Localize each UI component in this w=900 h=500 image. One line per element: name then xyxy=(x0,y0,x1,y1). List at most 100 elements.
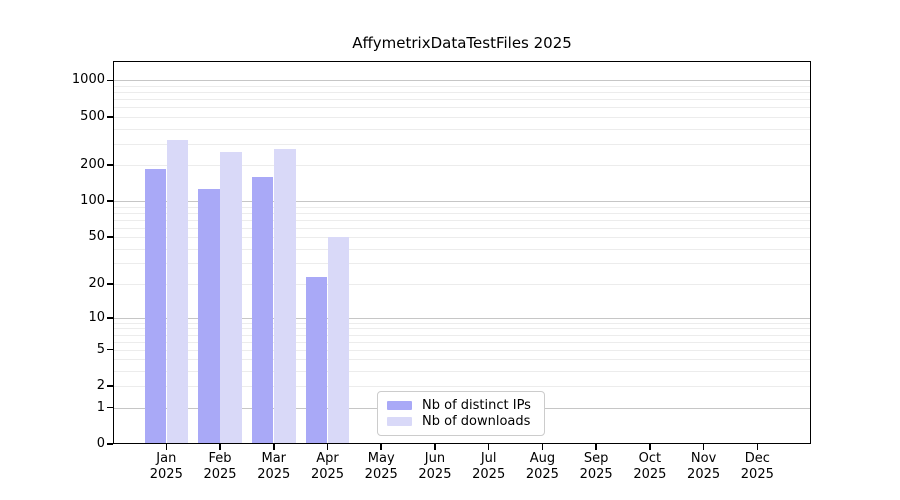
x-tick-label-apr: Apr 2025 xyxy=(295,451,359,483)
legend-label-1: Nb of downloads xyxy=(422,414,531,430)
y-tick-label-100: 100 xyxy=(80,193,105,209)
x-tick-sep xyxy=(595,444,597,450)
x-tick-label-oct: Oct 2025 xyxy=(618,451,682,483)
year-label: 2025 xyxy=(310,467,345,482)
year-label: 2025 xyxy=(579,467,613,482)
x-tick-nov xyxy=(702,444,705,450)
minor-gridline-6 xyxy=(114,341,810,343)
x-tick-jan xyxy=(165,444,168,450)
minor-gridline-900 xyxy=(114,85,810,87)
x-tick-label-jan: Jan 2025 xyxy=(134,451,198,483)
x-tick-feb xyxy=(219,444,221,450)
x-tick-jun xyxy=(434,444,436,450)
x-tick-label-jun: Jun 2025 xyxy=(403,451,467,483)
month-label: Feb xyxy=(208,451,232,466)
legend-row-0: Nb of distinct IPs xyxy=(387,398,535,413)
x-tick-label-mar: Mar 2025 xyxy=(242,451,306,483)
y-tick-label-500: 500 xyxy=(80,108,105,124)
x-tick-jul xyxy=(487,444,490,450)
minor-gridline-70 xyxy=(114,219,810,221)
year-label: 2025 xyxy=(418,467,452,482)
year-label: 2025 xyxy=(149,467,183,482)
legend-swatch-1 xyxy=(387,417,412,427)
y-tick-200 xyxy=(107,164,113,166)
y-tick-5 xyxy=(107,348,113,351)
month-label: May xyxy=(367,451,395,466)
bar-nb-of-distinct-ips-jan xyxy=(144,169,166,443)
y-tick-100 xyxy=(107,200,113,202)
legend-row-1: Nb of downloads xyxy=(387,414,535,429)
x-tick-label-nov: Nov 2025 xyxy=(672,451,736,483)
year-label: 2025 xyxy=(633,467,667,482)
minor-gridline-9 xyxy=(114,322,810,324)
major-gridline-1000 xyxy=(114,80,810,82)
minor-gridline-200 xyxy=(114,164,810,166)
major-gridline-10 xyxy=(114,317,810,319)
year-label: 2025 xyxy=(525,467,559,482)
month-label: Jan xyxy=(156,451,177,466)
x-tick-label-dec: Dec 2025 xyxy=(725,451,789,483)
y-tick-label-2: 2 xyxy=(96,378,105,394)
month-label: Aug xyxy=(529,451,556,466)
minor-gridline-3 xyxy=(114,371,810,373)
minor-gridline-7 xyxy=(114,334,810,336)
month-label: Jul xyxy=(480,451,497,466)
minor-gridline-4 xyxy=(114,359,810,361)
legend-label-0: Nb of distinct IPs xyxy=(422,397,531,413)
year-label: 2025 xyxy=(364,467,398,482)
minor-gridline-2 xyxy=(114,386,810,388)
minor-gridline-5 xyxy=(114,349,810,351)
x-tick-apr xyxy=(326,444,329,450)
legend: Nb of distinct IPs Nb of downloads xyxy=(377,391,545,436)
y-tick-label-10: 10 xyxy=(88,309,105,325)
chart-title: AffymetrixDataTestFiles 2025 xyxy=(352,34,572,52)
minor-gridline-90 xyxy=(114,206,810,208)
y-tick-label-1000: 1000 xyxy=(71,72,105,88)
y-tick-label-20: 20 xyxy=(88,275,105,291)
y-tick-1 xyxy=(107,406,113,409)
minor-gridline-500 xyxy=(114,116,810,118)
month-label: Nov xyxy=(690,451,717,466)
x-tick-dec xyxy=(756,444,759,450)
month-label: Sep xyxy=(583,451,609,466)
y-tick-10 xyxy=(107,317,113,319)
year-label: 2025 xyxy=(472,467,506,482)
minor-gridline-50 xyxy=(114,237,810,239)
year-label: 2025 xyxy=(203,467,237,482)
bar-nb-of-downloads-feb xyxy=(220,152,242,443)
y-tick-label-0: 0 xyxy=(96,436,105,451)
x-tick-aug xyxy=(541,444,544,450)
x-tick-label-feb: Feb 2025 xyxy=(188,451,252,483)
major-gridline-100 xyxy=(114,201,810,203)
x-tick-mar xyxy=(273,444,275,450)
y-tick-label-50: 50 xyxy=(88,229,105,245)
minor-gridline-60 xyxy=(114,227,810,229)
minor-gridline-400 xyxy=(114,128,810,130)
x-tick-oct xyxy=(649,444,651,450)
month-label: Oct xyxy=(638,451,662,466)
y-tick-0 xyxy=(107,443,113,445)
bar-nb-of-downloads-apr xyxy=(327,237,350,443)
minor-gridline-8 xyxy=(114,328,810,330)
y-tick-20 xyxy=(107,283,113,285)
x-tick-label-may: May 2025 xyxy=(349,451,413,483)
minor-gridline-800 xyxy=(114,92,810,94)
y-tick-500 xyxy=(107,116,113,118)
minor-gridline-600 xyxy=(114,107,810,109)
y-tick-label-200: 200 xyxy=(80,156,105,172)
minor-gridline-30 xyxy=(114,263,810,265)
x-tick-label-aug: Aug 2025 xyxy=(510,451,574,483)
bar-nb-of-distinct-ips-feb xyxy=(198,188,220,443)
x-tick-may xyxy=(380,444,382,450)
bar-nb-of-downloads-mar xyxy=(274,148,296,443)
minor-gridline-700 xyxy=(114,99,810,101)
x-tick-label-sep: Sep 2025 xyxy=(564,451,628,483)
month-label: Jun xyxy=(424,451,446,466)
x-tick-label-jul: Jul 2025 xyxy=(457,451,521,483)
minor-gridline-300 xyxy=(114,143,810,145)
month-label: Apr xyxy=(316,451,339,466)
minor-gridline-40 xyxy=(114,248,810,250)
y-tick-50 xyxy=(107,236,113,238)
legend-swatch-0 xyxy=(387,400,412,410)
